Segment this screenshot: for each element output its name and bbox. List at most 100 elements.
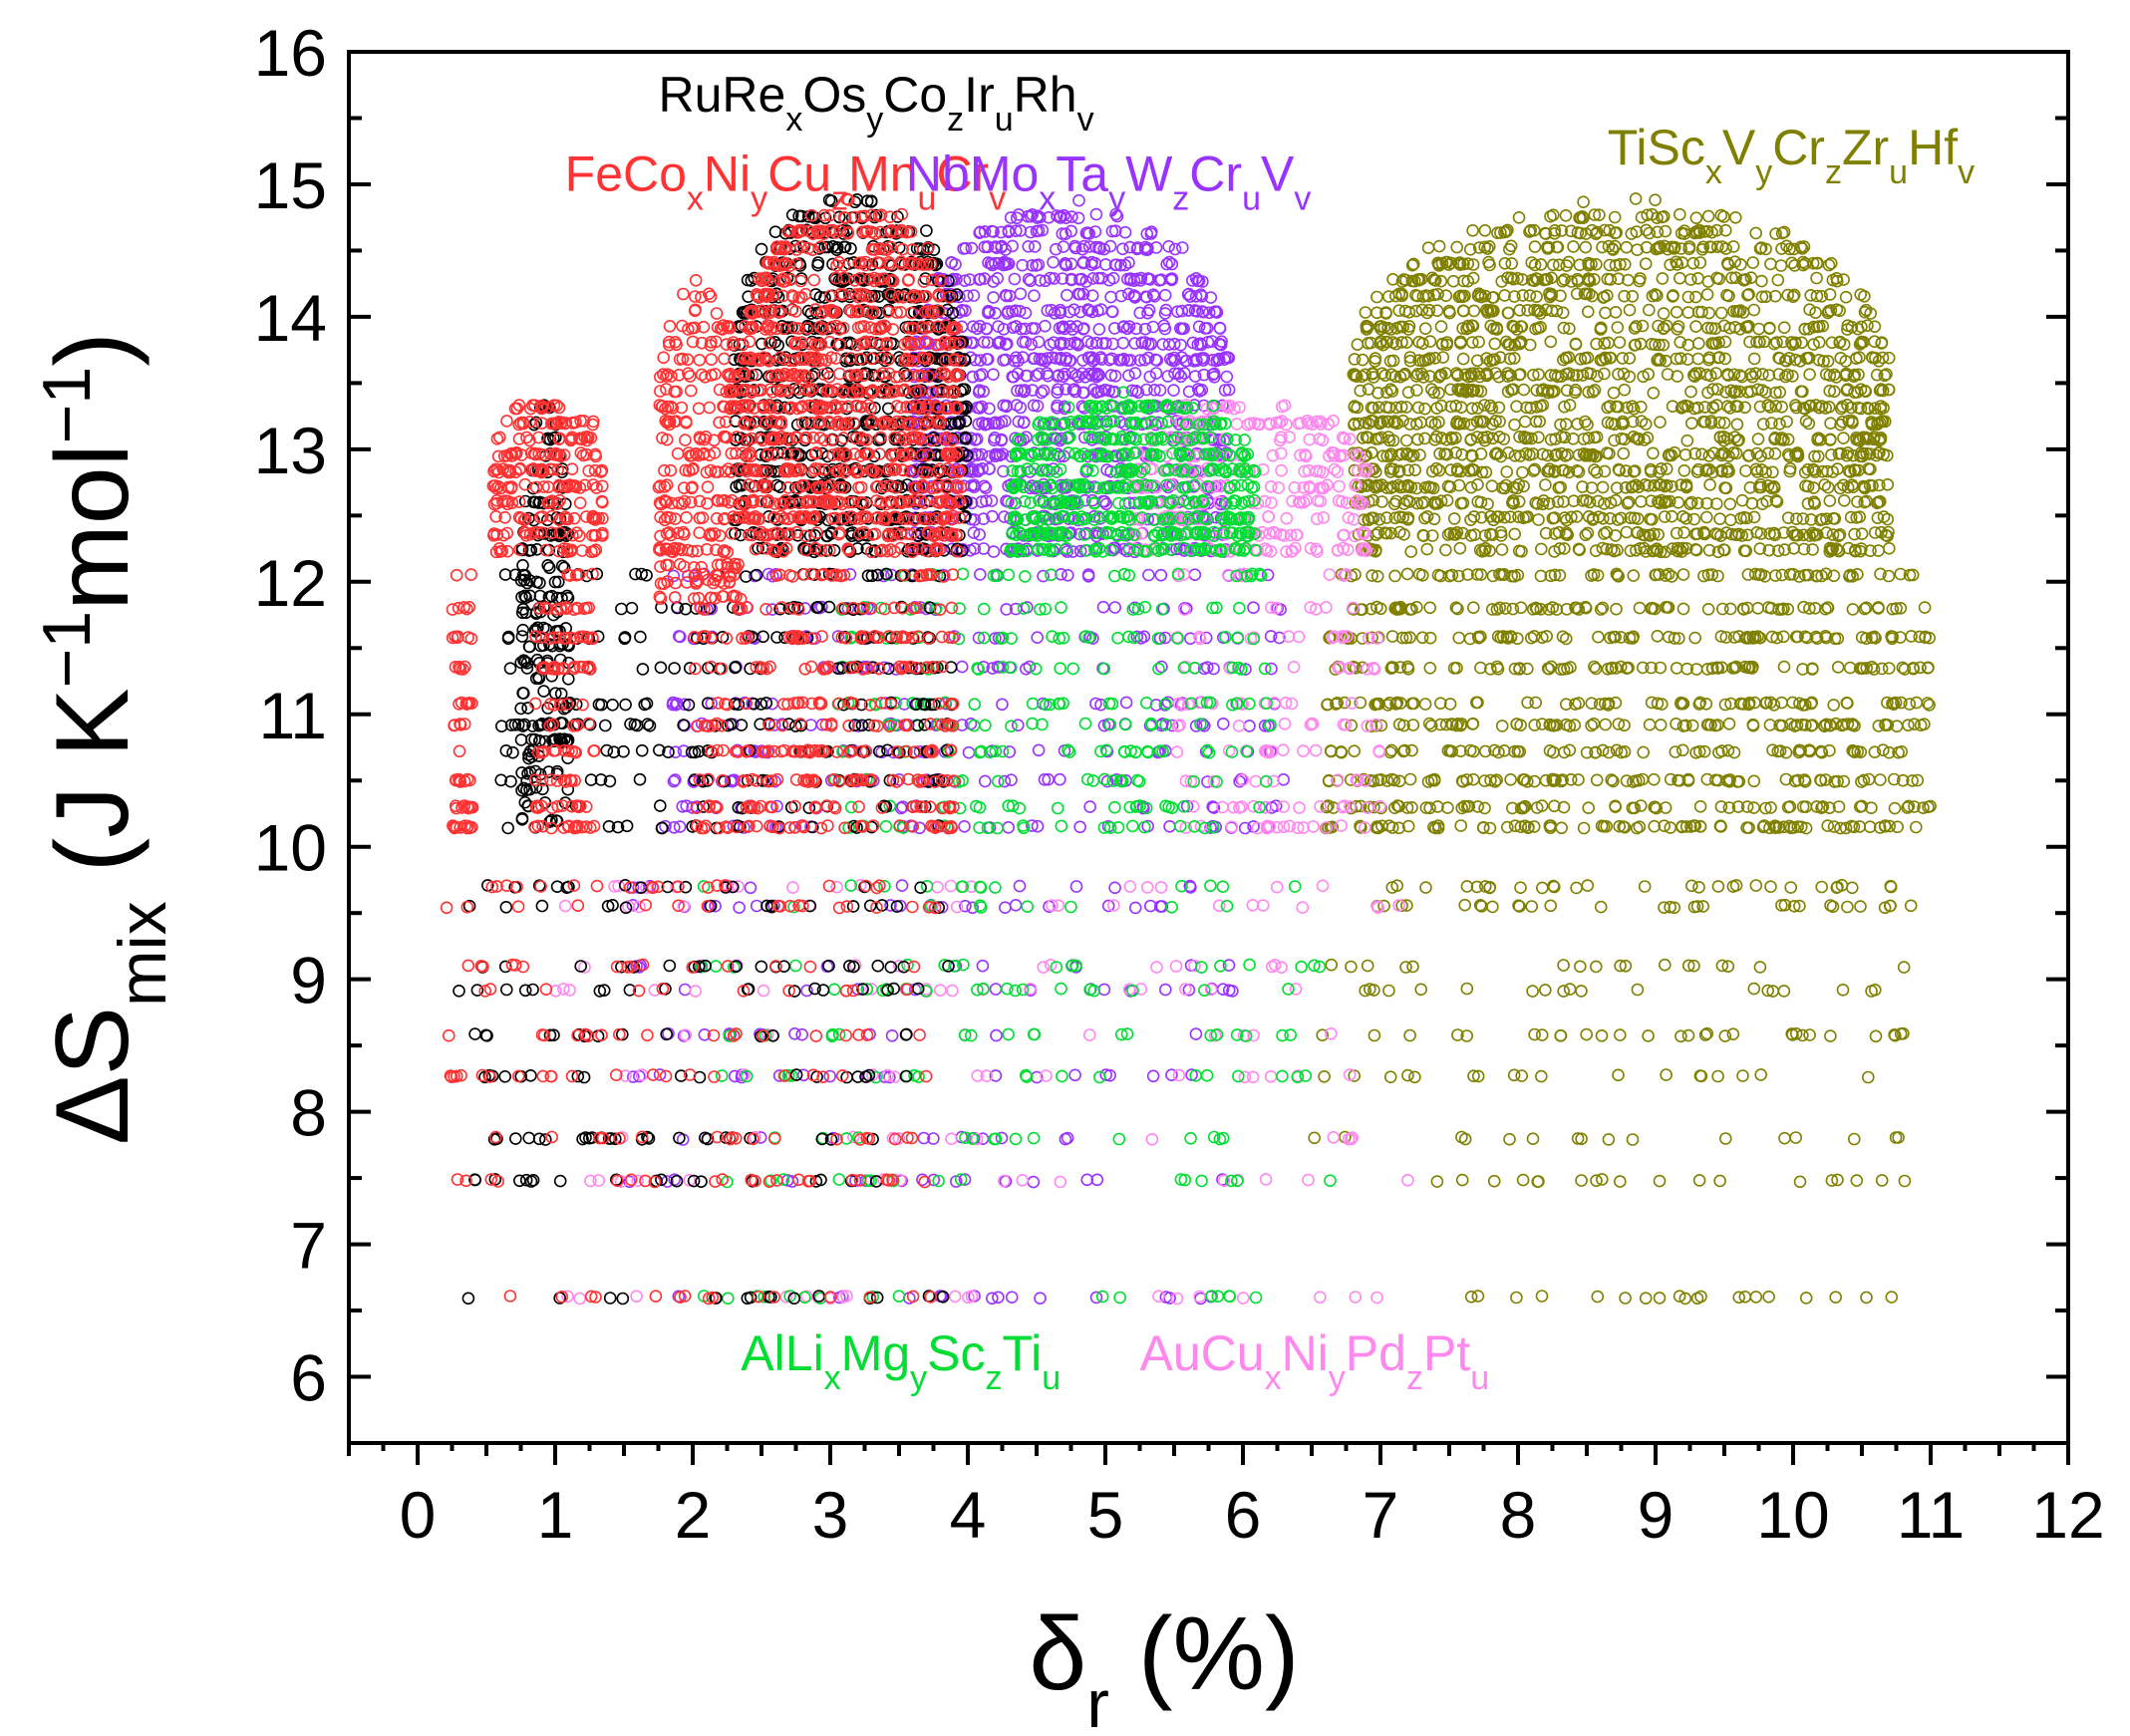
data-point bbox=[1504, 772, 1517, 786]
data-point bbox=[1418, 402, 1431, 416]
data-point bbox=[1746, 630, 1760, 644]
data-point bbox=[1815, 745, 1829, 759]
data-point bbox=[1554, 418, 1567, 432]
data-point bbox=[1622, 495, 1636, 509]
data-point bbox=[1013, 801, 1027, 815]
data-point bbox=[1786, 290, 1800, 304]
data-point bbox=[1484, 662, 1497, 676]
data-point bbox=[1434, 697, 1447, 711]
data-point bbox=[1553, 568, 1567, 582]
data-point bbox=[1661, 601, 1674, 614]
data-point bbox=[1580, 745, 1594, 759]
data-point bbox=[1865, 801, 1878, 815]
data-point bbox=[1764, 257, 1777, 271]
data-point bbox=[1881, 696, 1894, 710]
data-point bbox=[1780, 415, 1793, 429]
data-point bbox=[1548, 719, 1561, 732]
data-point bbox=[1410, 496, 1423, 510]
data-point bbox=[1472, 335, 1485, 349]
data-point bbox=[1434, 320, 1448, 333]
data-point bbox=[1370, 569, 1384, 583]
data-point bbox=[1474, 630, 1487, 644]
data-point bbox=[1556, 773, 1569, 786]
data-point bbox=[1287, 660, 1301, 674]
data-point bbox=[1418, 322, 1432, 336]
data-point bbox=[1113, 1291, 1126, 1304]
data-point bbox=[1467, 1069, 1480, 1082]
data-point bbox=[1316, 879, 1330, 893]
data-point bbox=[1854, 288, 1867, 301]
data-point bbox=[1602, 745, 1616, 759]
data-point bbox=[1753, 961, 1767, 974]
data-point bbox=[1423, 335, 1437, 348]
data-point bbox=[1408, 1070, 1421, 1084]
data-point bbox=[1724, 513, 1737, 527]
data-point bbox=[1775, 400, 1788, 414]
data-point bbox=[1781, 511, 1795, 525]
data-point bbox=[1793, 1175, 1807, 1189]
data-point bbox=[1673, 773, 1686, 787]
data-point bbox=[1564, 772, 1578, 786]
data-point bbox=[1427, 512, 1441, 526]
data-point bbox=[1596, 601, 1610, 615]
data-point bbox=[1713, 416, 1726, 430]
data-point bbox=[1762, 1291, 1775, 1303]
data-point bbox=[1862, 1070, 1875, 1084]
data-point bbox=[1869, 1029, 1883, 1043]
data-point bbox=[1590, 773, 1604, 787]
data-point bbox=[1855, 320, 1868, 334]
data-point bbox=[1262, 510, 1275, 523]
data-point bbox=[1390, 879, 1403, 893]
data-point bbox=[1512, 211, 1526, 224]
data-point bbox=[1512, 494, 1526, 508]
data-point bbox=[1824, 417, 1837, 431]
data-point bbox=[750, 899, 763, 913]
data-point bbox=[1771, 544, 1785, 558]
data-point bbox=[1747, 352, 1761, 366]
data-point bbox=[1423, 801, 1436, 815]
data-point bbox=[1725, 271, 1738, 285]
data-point bbox=[1386, 272, 1399, 286]
data-point bbox=[1700, 1026, 1713, 1040]
data-point bbox=[1764, 880, 1777, 894]
data-point bbox=[1824, 1029, 1837, 1042]
data-point bbox=[1653, 338, 1666, 352]
data-point bbox=[1535, 1290, 1549, 1302]
data-point bbox=[1028, 1027, 1042, 1041]
data-point bbox=[1887, 697, 1900, 711]
data-point bbox=[1330, 698, 1343, 711]
data-point bbox=[1027, 1131, 1041, 1145]
data-point bbox=[1784, 718, 1797, 731]
data-point bbox=[1401, 819, 1415, 833]
data-point bbox=[1517, 383, 1531, 397]
data-point bbox=[1734, 697, 1748, 711]
data-point bbox=[1514, 601, 1528, 615]
data-point bbox=[1321, 698, 1335, 712]
data-point bbox=[1705, 662, 1719, 676]
data-point bbox=[989, 983, 1003, 996]
data-point bbox=[1543, 743, 1557, 757]
data-point bbox=[1910, 820, 1923, 834]
data-point bbox=[1752, 322, 1765, 336]
data-point bbox=[1721, 743, 1735, 757]
data-point bbox=[1471, 696, 1484, 710]
data-point bbox=[1338, 696, 1352, 710]
data-point bbox=[1156, 338, 1169, 351]
data-point bbox=[1638, 880, 1652, 893]
data-point bbox=[1246, 1070, 1260, 1084]
data-point bbox=[1778, 1131, 1791, 1145]
data-point bbox=[1831, 880, 1844, 894]
data-point bbox=[1585, 719, 1598, 732]
data-point bbox=[1751, 630, 1764, 644]
data-point bbox=[1698, 1028, 1712, 1041]
data-point bbox=[1050, 242, 1063, 256]
data-point bbox=[1695, 243, 1709, 256]
data-point bbox=[1005, 1291, 1019, 1303]
data-point bbox=[1406, 719, 1420, 731]
data-point bbox=[1503, 1132, 1516, 1146]
data-point bbox=[1923, 631, 1936, 645]
data-point bbox=[1568, 719, 1582, 731]
data-point bbox=[1544, 335, 1558, 349]
data-point bbox=[1167, 384, 1180, 397]
data-point bbox=[1528, 240, 1542, 253]
